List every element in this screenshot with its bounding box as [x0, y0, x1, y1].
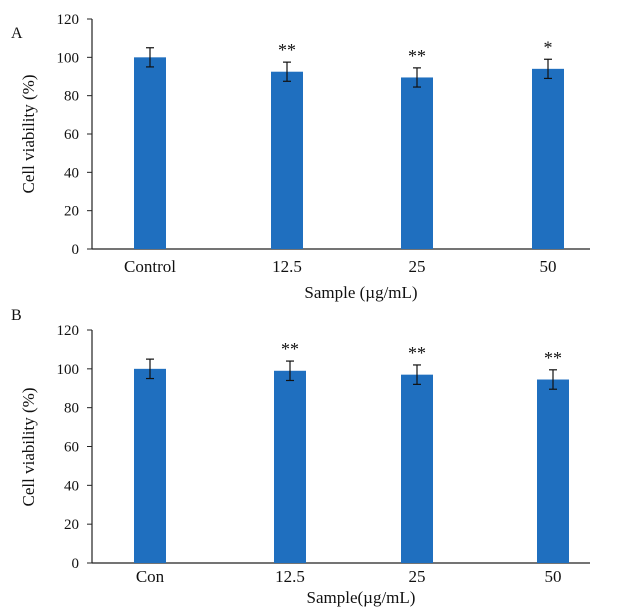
significance-mark: ** — [281, 339, 299, 359]
y-tick-label: 100 — [57, 50, 80, 66]
y-tick-label: 100 — [57, 362, 80, 378]
x-category-label: 25 — [409, 567, 426, 586]
bar-3 — [401, 374, 433, 563]
bar-4 — [537, 379, 569, 563]
x-category-label: 12.5 — [275, 567, 305, 586]
x-category-label: 50 — [540, 257, 557, 276]
y-tick-label: 0 — [72, 556, 80, 572]
significance-mark: ** — [408, 46, 426, 66]
x-axis-title: Sample (µg/mL) — [304, 283, 417, 302]
bar-2 — [271, 71, 303, 249]
panel-label: A — [11, 25, 23, 42]
significance-mark: ** — [278, 40, 296, 60]
y-tick-label: 20 — [64, 204, 79, 220]
y-tick-label: 40 — [64, 478, 79, 494]
significance-mark: ** — [544, 348, 562, 368]
x-category-label: 25 — [409, 257, 426, 276]
y-tick-label: 80 — [64, 401, 79, 417]
bar-4 — [532, 68, 564, 249]
y-axis-title: Cell viability (%) — [19, 75, 38, 194]
y-tick-label: 0 — [72, 242, 80, 258]
y-tick-label: 60 — [64, 440, 79, 456]
bar-1 — [134, 368, 166, 563]
y-tick-label: 120 — [57, 12, 80, 28]
panel-a-chart: A 0 20 40 60 80 100 120 Control ** 12.5 ** 25 * 50 Samp… — [11, 12, 590, 302]
bar-1 — [134, 57, 166, 250]
x-category-label: Con — [136, 567, 165, 586]
x-category-label: 50 — [545, 567, 562, 586]
y-tick-label: 60 — [64, 127, 79, 143]
bar-3 — [401, 77, 433, 249]
significance-mark: ** — [408, 343, 426, 363]
y-tick-label: 120 — [57, 323, 80, 339]
panel-label: B — [11, 307, 22, 324]
x-category-label: Control — [124, 257, 176, 276]
bar-2 — [274, 370, 306, 563]
panel-b-chart: B 0 20 40 60 80 100 120 Con ** 12.5 ** 25 ** 50 Sample(… — [11, 307, 590, 607]
y-tick-label: 20 — [64, 517, 79, 533]
y-tick-label: 80 — [64, 89, 79, 105]
y-axis-title: Cell viability (%) — [19, 388, 38, 507]
x-axis-title: Sample(µg/mL) — [307, 588, 416, 607]
significance-mark: * — [544, 37, 553, 57]
x-category-label: 12.5 — [272, 257, 302, 276]
y-tick-label: 40 — [64, 165, 79, 181]
